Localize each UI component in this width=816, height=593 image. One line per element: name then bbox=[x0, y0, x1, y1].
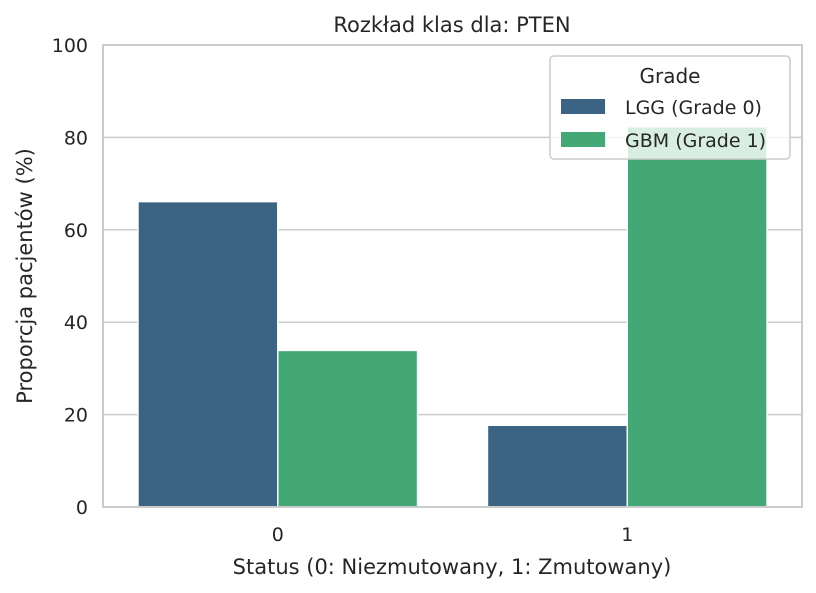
y-tick-label: 0 bbox=[76, 497, 88, 519]
y-tick-label: 20 bbox=[64, 405, 88, 427]
bar-lgg-1 bbox=[486, 424, 629, 508]
bar-gbm-0 bbox=[277, 349, 419, 508]
y-tick-label: 80 bbox=[64, 127, 88, 149]
y-tick-label: 100 bbox=[52, 35, 88, 57]
x-tick-label: 0 bbox=[272, 524, 284, 546]
plot-frame bbox=[102, 44, 803, 508]
legend-swatch-lgg bbox=[561, 99, 605, 114]
bar-gbm-1 bbox=[626, 126, 768, 508]
bars bbox=[137, 126, 768, 508]
y-tick-label: 40 bbox=[64, 312, 88, 334]
legend-box bbox=[549, 55, 791, 160]
legend-label-lgg: LGG (Grade 0) bbox=[625, 97, 762, 119]
x-axis-label: Status (0: Niezmutowany, 1: Zmutowany) bbox=[233, 555, 672, 579]
chart-title: Rozkład klas dla: PTEN bbox=[333, 13, 570, 37]
legend-title: Grade bbox=[640, 64, 701, 88]
y-axis-label: Proporcja pacjentów (%) bbox=[13, 148, 37, 404]
legend-label-gbm: GBM (Grade 1) bbox=[625, 130, 766, 152]
bar-lgg-0 bbox=[137, 200, 279, 508]
legend-swatch-gbm bbox=[561, 132, 605, 147]
y-tick-label: 60 bbox=[64, 220, 88, 242]
y-tick-labels: 0 20 40 60 80 100 bbox=[52, 35, 88, 519]
legend: Grade LGG (Grade 0) GBM (Grade 1) bbox=[549, 55, 791, 160]
x-tick-label: 1 bbox=[621, 524, 633, 546]
